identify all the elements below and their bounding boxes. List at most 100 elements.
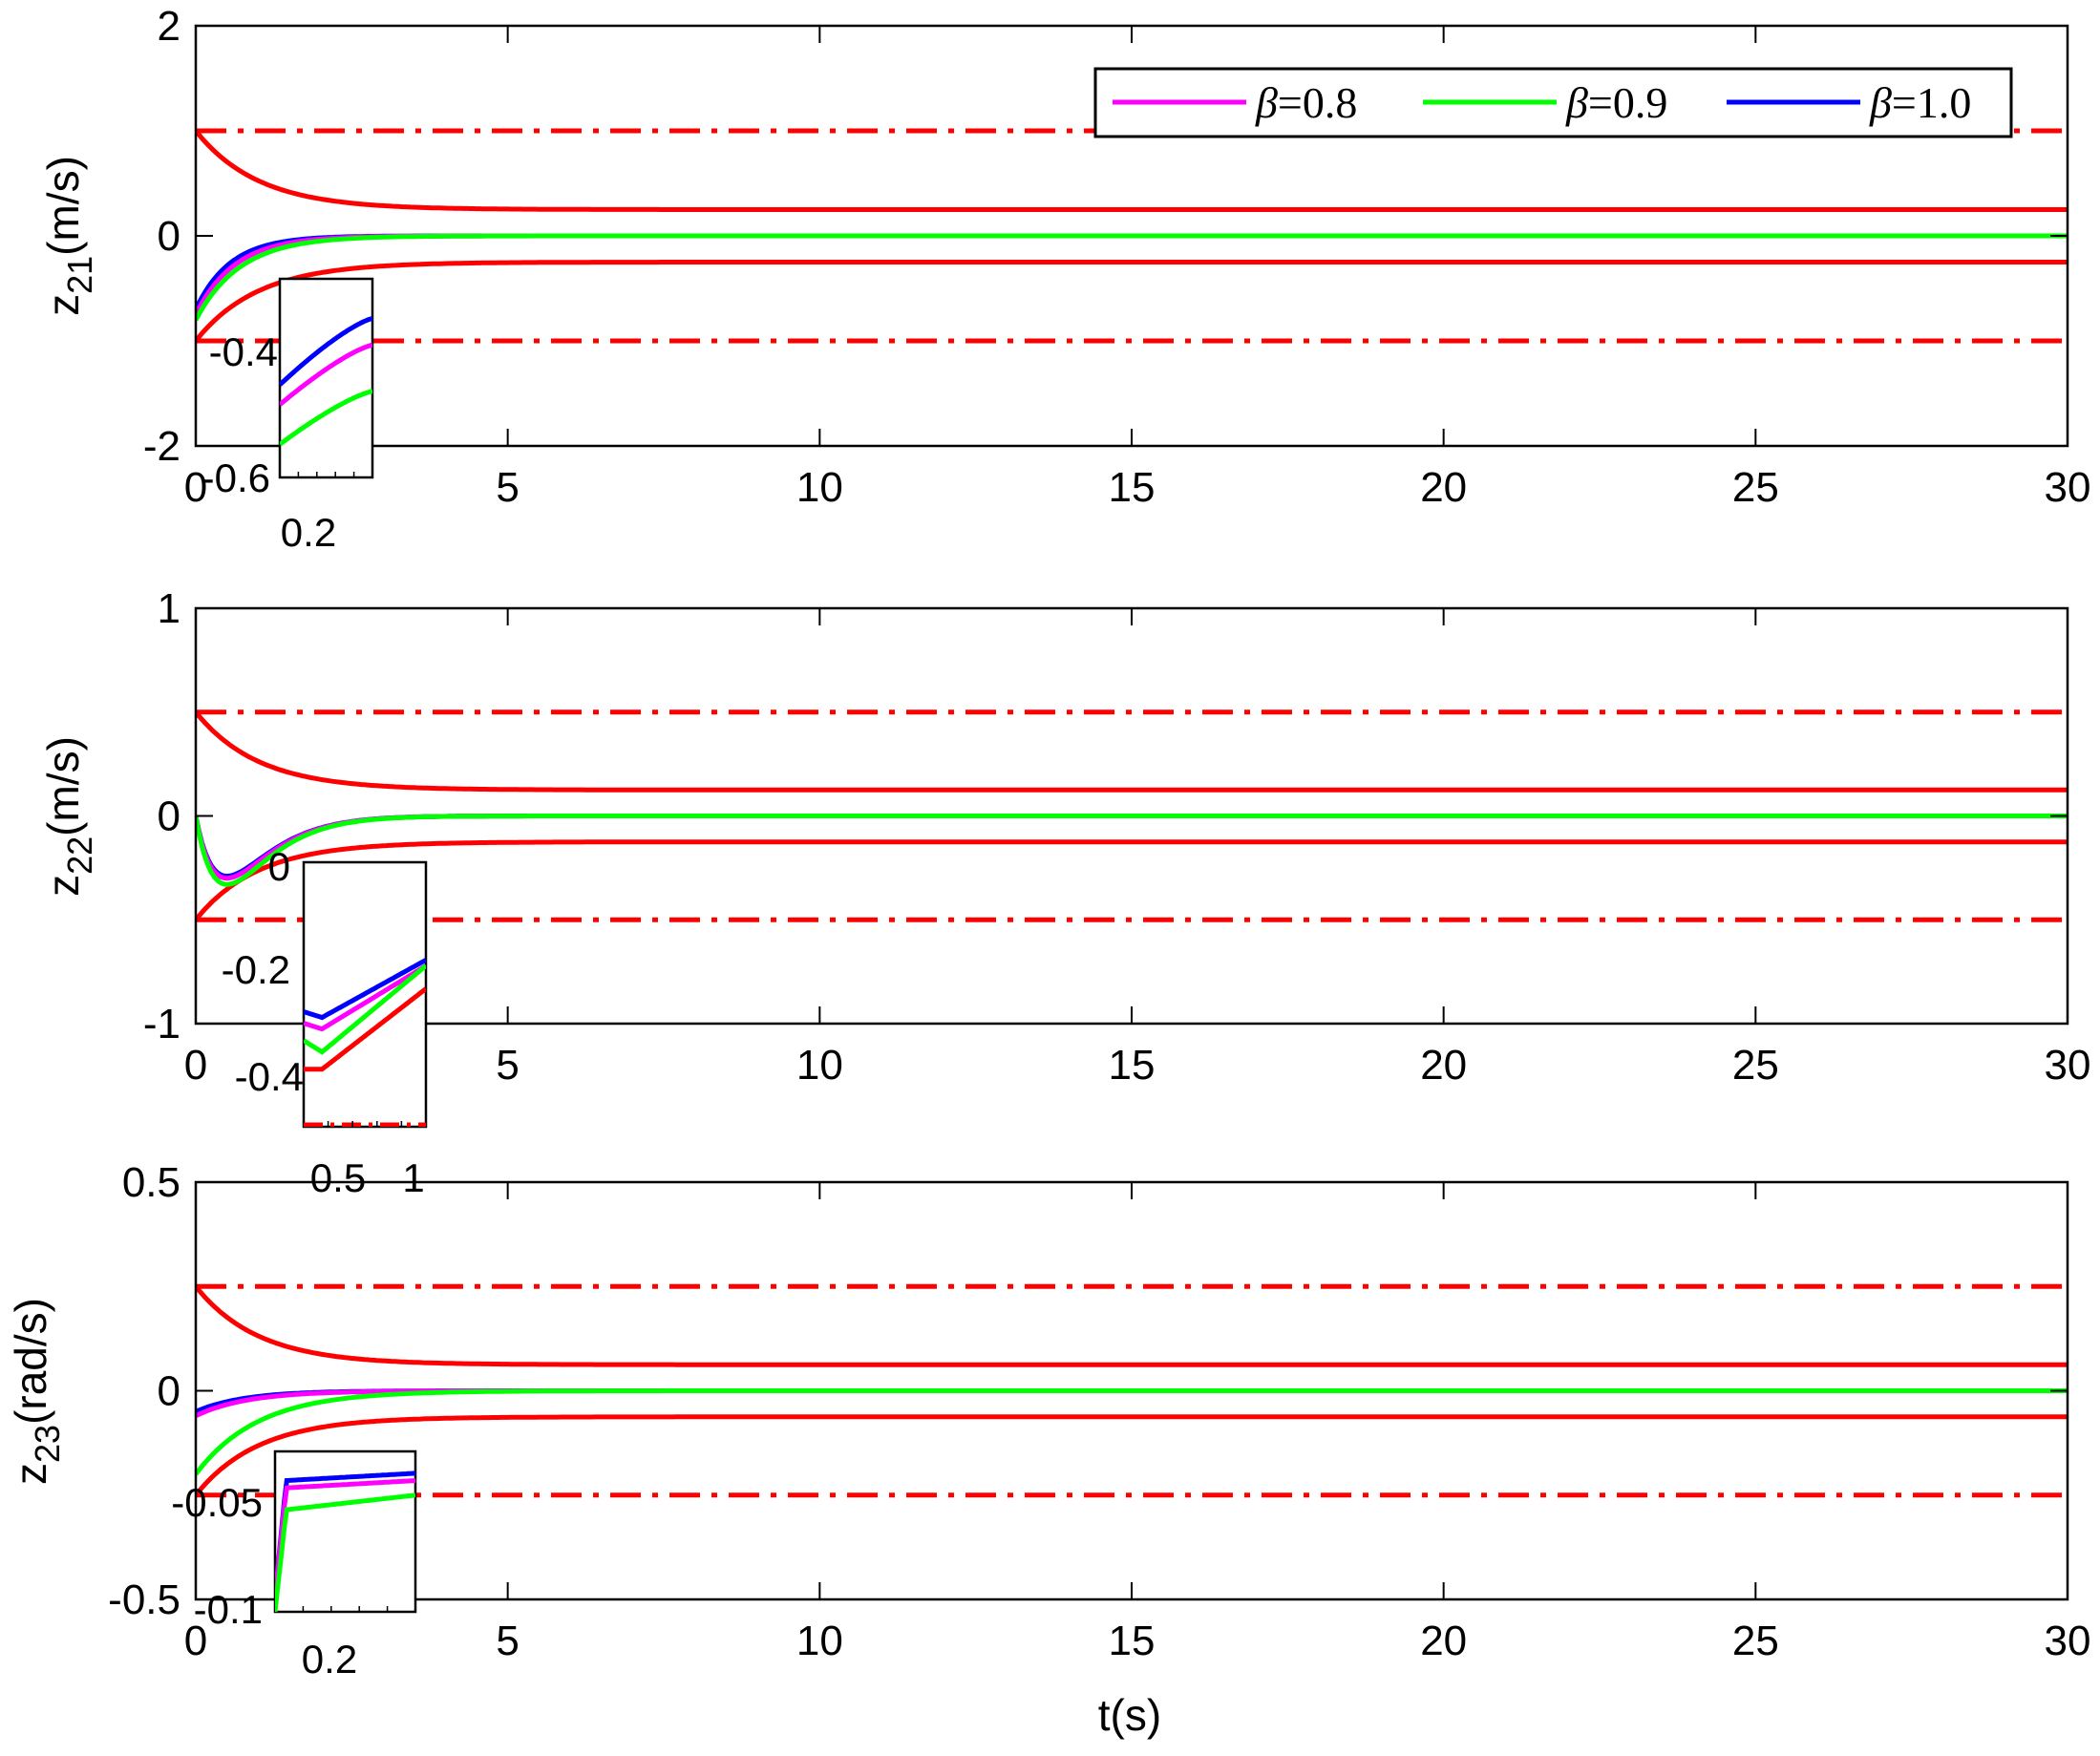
x-axis-label: t(s)	[1098, 1690, 1161, 1740]
x-tick-label: 30	[2045, 1042, 2091, 1089]
lower-performance-bound	[196, 260, 2068, 343]
series-line-β-1.0	[196, 814, 2068, 879]
inset-series-line	[275, 1470, 415, 1597]
y-tick-label: 1	[158, 585, 180, 632]
inset-series-line	[275, 1478, 415, 1597]
y-tick-label: 0	[158, 213, 180, 260]
legend-label-2: β=0.9	[1565, 78, 1667, 127]
y-axis-label-text: z23(rad/s)	[6, 1298, 67, 1485]
inset-y-tick-label: -0.2	[222, 947, 290, 992]
series-line-β-0.9	[196, 814, 2068, 887]
x-tick-label: 0	[184, 1042, 207, 1089]
inset-y-tick-label: -0.4	[209, 329, 278, 374]
x-tick-label: 20	[1420, 464, 1467, 511]
legend-value: =0.9	[1588, 78, 1667, 127]
y-axis-label: z22(m/s)	[38, 736, 99, 897]
x-tick-label: 5	[496, 1618, 519, 1664]
x-tick-label: 10	[796, 1042, 843, 1089]
inset-series-line	[275, 1492, 415, 1612]
x-tick-label: 0	[184, 464, 207, 511]
inset-series-line	[304, 958, 426, 1021]
y-label-subscript: 21	[60, 256, 99, 294]
series-line-β-0.9	[196, 1388, 2068, 1476]
legend-label-1: β=0.8	[1255, 78, 1357, 127]
series-line-β-0.8	[196, 814, 2068, 881]
x-tick-label: 5	[496, 1042, 519, 1089]
legend-value: =1.0	[1892, 78, 1971, 127]
legend: β=0.8 β=0.9 β=1.0	[1093, 67, 2013, 138]
legend-symbol: β	[1255, 78, 1278, 127]
inset-x-tick-label: 1	[402, 1155, 424, 1200]
inset-y-tick-label: -0.4	[235, 1054, 304, 1099]
inset-x-tick-label: 0.2	[281, 510, 336, 555]
legend-label-3: β=1.0	[1869, 78, 1971, 127]
y-axis-label: z23(rad/s)	[6, 1298, 67, 1485]
x-tick-label: 20	[1420, 1618, 1467, 1664]
inset-y-tick-label: -0.05	[171, 1480, 263, 1525]
inset-series-line	[280, 316, 372, 387]
y-label-main: z	[38, 875, 88, 897]
plot-area	[196, 128, 2068, 344]
x-tick-label: 30	[2045, 1618, 2091, 1664]
inset-series-line	[304, 986, 426, 1072]
inset-box	[278, 277, 374, 479]
x-tick-label: 15	[1109, 1618, 1156, 1664]
x-tick-label: 25	[1732, 1042, 1779, 1089]
y-tick-label: 2	[158, 3, 180, 50]
y-axis-label-text: z22(m/s)	[38, 736, 99, 897]
legend-items: β=0.8 β=0.9 β=1.0	[1113, 78, 1971, 127]
y-label-subscript: 23	[28, 1425, 67, 1463]
y-tick-label: 0	[158, 1368, 180, 1415]
inset-box	[302, 860, 428, 1129]
inset-series-line	[280, 342, 372, 407]
x-tick-label: 10	[796, 1618, 843, 1664]
inset-1: -0.4 -0.60.2	[202, 277, 374, 555]
inset-x-tick-label: 0.2	[302, 1637, 357, 1682]
inset-plot	[275, 1470, 415, 1612]
x-tick-label: 0	[184, 1618, 207, 1664]
inset-series-line	[280, 389, 372, 447]
x-tick-label: 10	[796, 464, 843, 511]
legend-symbol: β	[1869, 78, 1892, 127]
inset-y-tick-label: -0.1	[194, 1587, 263, 1632]
series-line-β-0.8	[196, 233, 2068, 316]
plot-area	[196, 709, 2068, 922]
x-tick-label: 25	[1732, 1618, 1779, 1664]
y-axis-label: z21(m/s)	[38, 156, 99, 316]
lower-performance-bound	[196, 839, 2068, 921]
y-tick-label: -0.5	[108, 1576, 180, 1623]
y-label-main: z	[6, 1463, 55, 1485]
lower-performance-bound	[196, 1414, 2068, 1497]
panel-3: 0 5 10 15 20 25 30-0.500.5z23(rad/s)-0.05-0.10…	[6, 1159, 2090, 1682]
x-tick-label: 15	[1109, 464, 1156, 511]
upper-performance-bound	[196, 1284, 2068, 1367]
series-line-β-0.8	[196, 1388, 2068, 1418]
y-tick-label: 0	[158, 793, 180, 840]
y-label-main: z	[38, 294, 88, 316]
x-tick-label: 15	[1109, 1042, 1156, 1089]
y-label-unit: (m/s)	[38, 736, 88, 836]
legend-symbol: β	[1565, 78, 1588, 127]
x-tick-label: 5	[496, 464, 519, 511]
inset-series-line	[304, 963, 426, 1055]
y-label-subscript: 22	[60, 836, 99, 875]
series-line-β-1.0	[196, 233, 2068, 311]
inset-plot	[280, 316, 372, 447]
y-label-unit: (m/s)	[38, 156, 88, 256]
x-tick-label: 30	[2045, 464, 2091, 511]
inset-2: 0 -0.2 -0.4 0.5 1	[222, 844, 428, 1200]
inset-y-tick-label: 0	[268, 844, 290, 889]
upper-performance-bound	[196, 129, 2068, 212]
upper-performance-bound	[196, 710, 2068, 793]
x-tick-label: 20	[1420, 1042, 1467, 1089]
inset-3: -0.05 -0.1 0.2	[171, 1449, 417, 1682]
plot-area	[196, 1283, 2068, 1498]
inset-series-line	[304, 963, 426, 1032]
series-line-β-0.9	[196, 233, 2068, 322]
legend-value: =0.8	[1278, 78, 1357, 127]
inset-plot	[304, 958, 426, 1127]
